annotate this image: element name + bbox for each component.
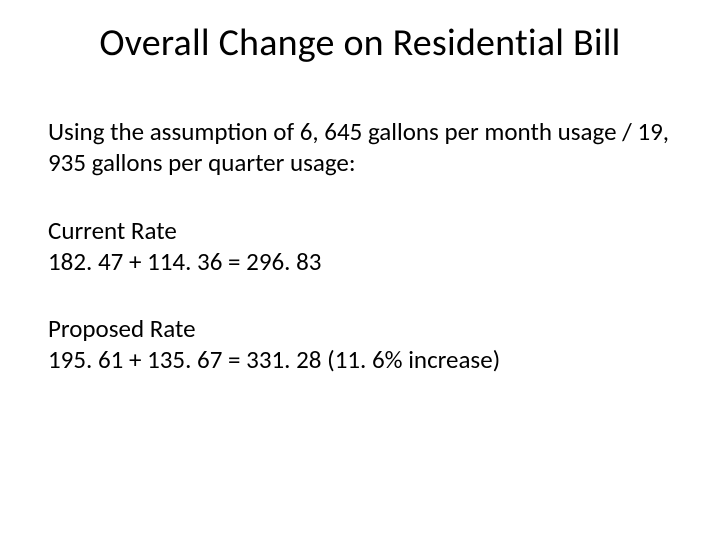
proposed-rate-label: Proposed Rate bbox=[48, 313, 672, 344]
slide-title: Overall Change on Residential Bill bbox=[48, 20, 672, 66]
current-rate-block: Current Rate 182. 47 + 114. 36 = 296. 83 bbox=[48, 215, 672, 278]
current-rate-label: Current Rate bbox=[48, 215, 672, 246]
slide-content: Using the assumption of 6, 645 gallons p… bbox=[48, 116, 672, 376]
assumption-text: Using the assumption of 6, 645 gallons p… bbox=[48, 116, 672, 179]
slide-container: Overall Change on Residential Bill Using… bbox=[0, 0, 720, 540]
current-rate-calculation: 182. 47 + 114. 36 = 296. 83 bbox=[48, 246, 672, 277]
proposed-rate-calculation: 195. 61 + 135. 67 = 331. 28 (11. 6% incr… bbox=[48, 344, 672, 375]
proposed-rate-block: Proposed Rate 195. 61 + 135. 67 = 331. 2… bbox=[48, 313, 672, 376]
